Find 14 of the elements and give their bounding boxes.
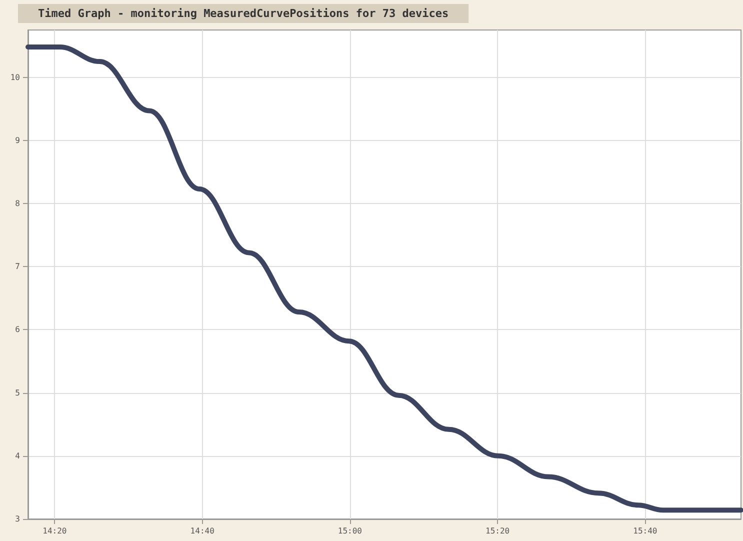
y-tick-label: 7 xyxy=(15,262,20,272)
y-tick-label: 4 xyxy=(15,451,20,460)
x-tick-label: 15:20 xyxy=(486,526,510,536)
chart-title: Timed Graph - monitoring MeasuredCurvePositions for 73 devices xyxy=(38,7,449,20)
y-tick-label: 3 xyxy=(15,514,20,524)
y-tick-label: 5 xyxy=(15,388,20,398)
y-tick-label: 6 xyxy=(15,325,20,334)
y-tick-label: 10 xyxy=(10,72,20,82)
x-tick-label: 15:40 xyxy=(633,526,658,536)
x-tick-label: 14:20 xyxy=(42,526,67,536)
y-tick-label: 8 xyxy=(15,199,20,208)
y-tick-label: 9 xyxy=(15,136,20,145)
x-tick-label: 15:00 xyxy=(338,526,362,536)
x-tick-label: 14:40 xyxy=(190,526,215,536)
